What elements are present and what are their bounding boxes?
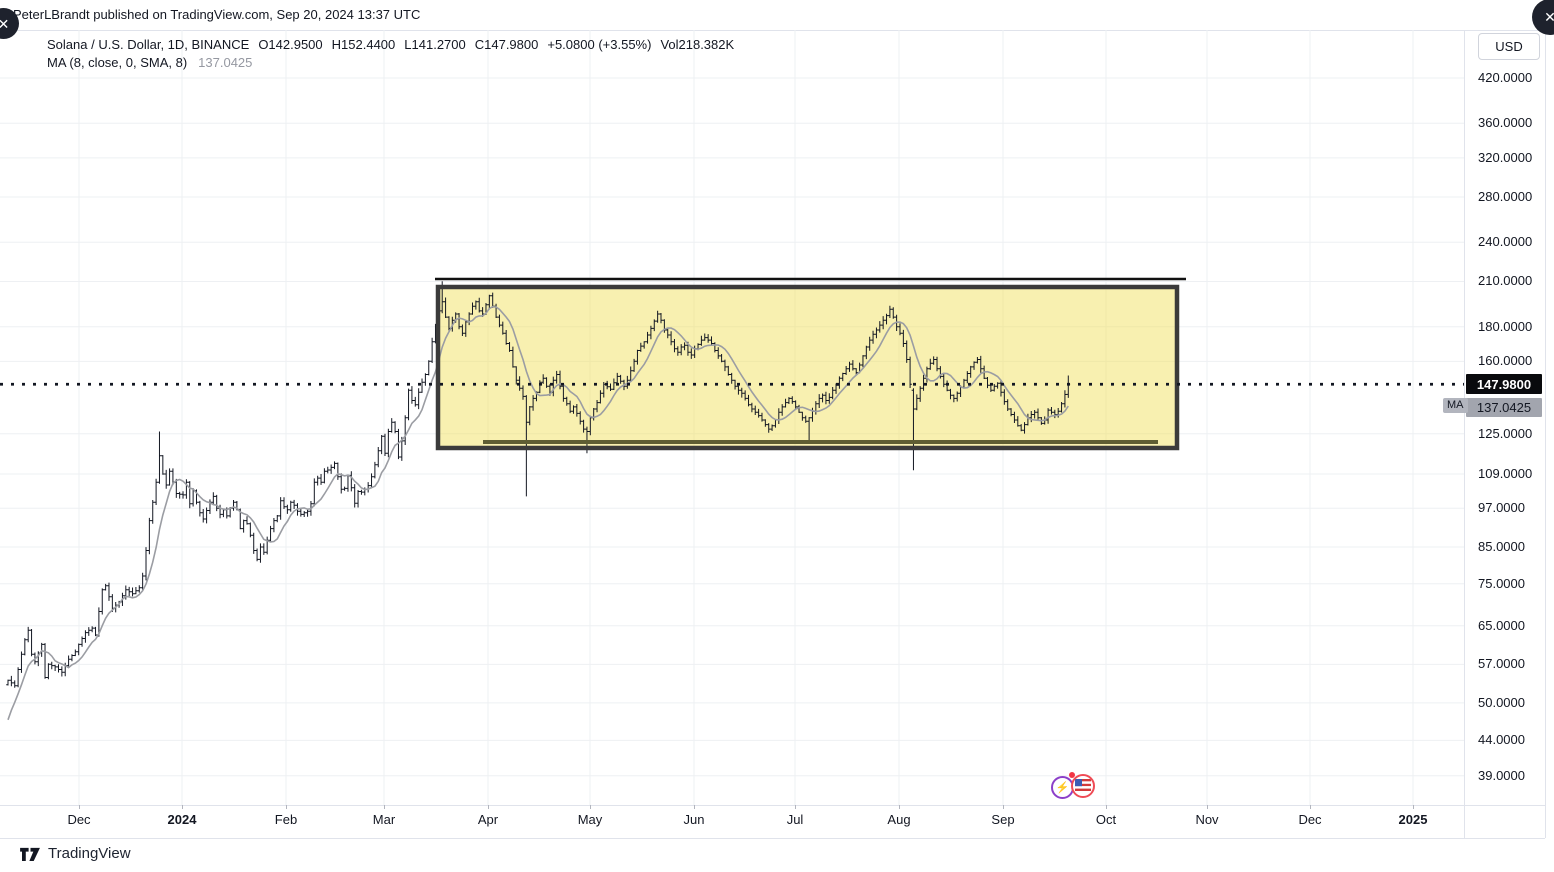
time-axis-label: Jun — [683, 812, 705, 827]
event-notification-dot — [1069, 772, 1075, 778]
price-tick-label: 39.0000 — [1478, 767, 1525, 783]
time-axis-label: Dec — [1298, 812, 1322, 827]
time-tickmark — [384, 805, 385, 809]
chart-legend: Solana / U.S. Dollar, 1D, BINANCE O142.95… — [47, 37, 743, 70]
time-axis-label: May — [577, 812, 603, 827]
time-axis-label: 2024 — [167, 812, 197, 827]
price-tick-label: 280.0000 — [1478, 189, 1533, 205]
time-axis-bottom-border — [0, 838, 1545, 839]
attribution-text: PeterLBrandt published on TradingView.co… — [13, 7, 421, 22]
price-tick-label: 210.0000 — [1478, 273, 1533, 289]
time-axis-label: Aug — [887, 812, 911, 827]
tradingview-logo-icon — [20, 847, 40, 862]
ohlc-change: +5.0800 (+3.55%) — [547, 37, 652, 52]
time-axis-label: Sep — [991, 812, 1015, 827]
ohlc-high: H152.4400 — [331, 37, 396, 52]
price-tick-label: 125.0000 — [1478, 425, 1533, 441]
ma-indicator-label[interactable]: MA (8, close, 0, SMA, 8) — [47, 55, 188, 70]
price-tick-label: 109.0000 — [1478, 466, 1533, 482]
highlight-box-border[interactable] — [435, 284, 1180, 451]
sma-line — [7, 305, 1069, 721]
price-axis-right-border — [1545, 30, 1546, 838]
time-axis-border — [0, 805, 1545, 806]
symbol-title[interactable]: Solana / U.S. Dollar, 1D, BINANCE — [47, 37, 250, 52]
ohlc-bars — [6, 281, 1071, 688]
time-axis-label: Nov — [1195, 812, 1219, 827]
time-tickmark — [286, 805, 287, 809]
time-tickmark — [1003, 805, 1004, 809]
ohlc-close: C147.9800 — [474, 37, 539, 52]
price-tick-label: 420.0000 — [1478, 70, 1533, 85]
time-tickmark — [590, 805, 591, 809]
time-axis-label: Mar — [372, 812, 396, 827]
ma-indicator-value: 137.0425 — [198, 55, 253, 70]
price-tick-label: 65.0000 — [1478, 617, 1525, 633]
time-tickmark — [1106, 805, 1107, 809]
price-tick-label: 57.0000 — [1478, 656, 1525, 672]
time-tickmark — [182, 805, 183, 809]
time-tickmark — [899, 805, 900, 809]
volume-value: Vol218.382K — [660, 37, 735, 52]
us-flag-icon — [1075, 779, 1091, 794]
ohlc-low: L141.2700 — [404, 37, 466, 52]
price-tick-label: 75.0000 — [1478, 575, 1525, 591]
time-tickmark — [795, 805, 796, 809]
time-tickmark — [1413, 805, 1414, 809]
time-axis-label: Feb — [274, 812, 298, 827]
tradingview-brand[interactable]: TradingView — [20, 845, 131, 862]
us-economic-event-icon[interactable] — [1071, 774, 1095, 798]
price-tick-label: 320.0000 — [1478, 149, 1533, 165]
time-axis-label: 2025 — [1398, 812, 1428, 827]
time-axis-label: Dec — [67, 812, 91, 827]
ma-chip-label: MA — [1443, 398, 1468, 413]
time-axis-label: Oct — [1095, 812, 1117, 827]
time-tickmark — [694, 805, 695, 809]
time-axis-label: Apr — [477, 812, 499, 827]
price-tick-label: 240.0000 — [1478, 234, 1533, 250]
time-axis-label: Jul — [786, 812, 804, 827]
close-icon: ✕ — [1544, 9, 1554, 25]
price-tick-label: 97.0000 — [1478, 500, 1525, 516]
ma-value-badge: 137.0425 — [1466, 397, 1542, 417]
highlight-box-fill — [438, 287, 1177, 448]
attribution-divider — [0, 30, 1554, 31]
time-tickmark — [488, 805, 489, 809]
currency-toggle-button[interactable]: USD — [1478, 33, 1540, 60]
ohlc-open: O142.9500 — [258, 37, 323, 52]
close-button-right[interactable]: ✕ — [1532, 0, 1554, 35]
price-tick-label: 44.0000 — [1478, 732, 1525, 748]
price-tick-label: 180.0000 — [1478, 318, 1533, 334]
last-price-badge: 147.9800 — [1466, 374, 1542, 395]
grid — [0, 30, 1464, 805]
tradingview-wordmark: TradingView — [48, 845, 131, 862]
time-tickmark — [1207, 805, 1208, 809]
close-icon: ✕ — [0, 15, 10, 32]
price-tick-label: 50.0000 — [1478, 694, 1525, 710]
price-chart-pane[interactable] — [0, 30, 1464, 805]
close-button-left[interactable]: ✕ — [0, 8, 19, 39]
price-axis-border — [1464, 30, 1465, 838]
price-tick-label: 160.0000 — [1478, 353, 1533, 369]
time-tickmark — [1310, 805, 1311, 809]
price-tick-label: 85.0000 — [1478, 539, 1525, 555]
price-tick-label: 360.0000 — [1478, 115, 1533, 131]
time-tickmark — [79, 805, 80, 809]
